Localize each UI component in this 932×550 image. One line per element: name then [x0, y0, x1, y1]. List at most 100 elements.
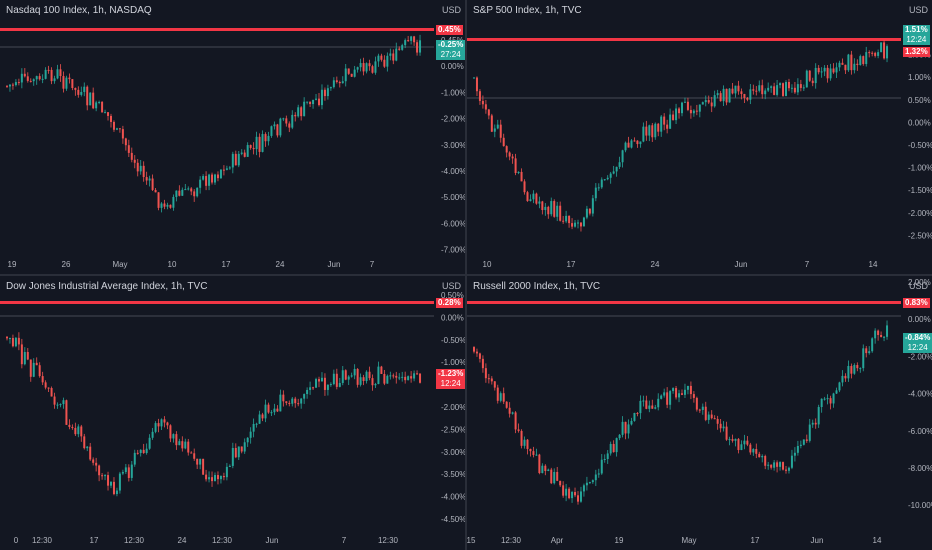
horizontal-line-drawing[interactable] [0, 301, 434, 304]
candle-body [808, 424, 811, 441]
candle-body [883, 42, 886, 59]
y-axis-label: -1.00% [441, 358, 465, 367]
candle-body [392, 53, 395, 61]
x-axis-label: 0 [14, 536, 19, 545]
candle-body [145, 177, 148, 181]
candle-body [811, 422, 814, 425]
price-tag-value: 0.83% [905, 298, 928, 307]
candle-body [47, 69, 50, 71]
candle-body [770, 464, 773, 468]
candle-body [877, 52, 880, 56]
horizontal-line-drawing[interactable] [467, 38, 901, 41]
y-axis-label: -2.00% [441, 115, 465, 124]
candle-body [826, 67, 829, 79]
candle-body [404, 40, 407, 46]
candle-body [193, 191, 196, 197]
candle-body [856, 63, 859, 66]
candle-body [258, 414, 261, 424]
candle-body [92, 459, 95, 463]
horizontal-line-drawing[interactable] [0, 28, 434, 31]
candle-body [175, 434, 178, 446]
candle-body [770, 86, 773, 88]
candle-body [219, 476, 222, 480]
candle-body [53, 396, 56, 405]
x-axis-label: Jun [266, 536, 279, 545]
candle-body [478, 91, 481, 101]
candle-body [675, 388, 678, 398]
candle-body [380, 55, 383, 60]
candle-body [306, 101, 309, 103]
candle-body [808, 70, 811, 81]
candle-body [166, 422, 169, 426]
chart-panel-russell[interactable]: 2.00% 0.00% -2.00% -4.00% -6.00% -8.00% -10.00… [467, 276, 932, 550]
candle-body [701, 406, 704, 410]
candle-body [731, 439, 734, 441]
candle-body [365, 371, 368, 381]
candle-body [752, 448, 755, 453]
candle-body [74, 427, 77, 435]
candle-body [136, 452, 139, 454]
candle-body [98, 101, 101, 103]
candle-body [323, 377, 326, 390]
candle-body [386, 375, 389, 384]
candle-body [11, 338, 14, 347]
candle-body [353, 368, 356, 376]
y-axis-label: -1.50% [908, 186, 932, 195]
candle-body [722, 426, 725, 429]
candle-body [199, 458, 202, 465]
price-tag: 1.32% [903, 47, 930, 57]
candle-body [835, 390, 838, 394]
candle-body [300, 107, 303, 117]
candle-body [862, 348, 865, 369]
candle-body [481, 358, 484, 369]
y-axis-label: -2.00% [908, 209, 932, 218]
candle-body [65, 77, 68, 89]
candle-body [689, 109, 692, 114]
y-axis-label: -4.50% [441, 515, 465, 524]
candle-body [344, 68, 347, 82]
candle-body [678, 393, 681, 398]
candle-body [184, 441, 187, 449]
horizontal-line-drawing[interactable] [467, 301, 901, 304]
candle-body [312, 387, 315, 389]
candle-body [208, 477, 211, 480]
chart-panel-nasdaq[interactable]: 0.45% 0.00% -1.00% -2.00% -3.00% -4.00% -5.00%… [0, 0, 465, 274]
candle-body [211, 174, 214, 183]
candle-body [817, 407, 820, 425]
candle-body [686, 385, 689, 390]
candle-body [196, 187, 199, 197]
candle-body [657, 398, 660, 408]
chart-panel-dow[interactable]: 0.50%0.00%-0.50%-1.00%-1.50%-2.00%-2.50%… [0, 276, 465, 550]
candle-body [154, 423, 157, 432]
candle-body [541, 465, 544, 474]
candle-body [178, 441, 181, 446]
candle-body [362, 63, 365, 72]
candle-body [618, 434, 621, 439]
candle-body [374, 384, 377, 386]
candle-body [187, 188, 190, 190]
candle-body [17, 337, 20, 345]
candle-body [517, 171, 520, 174]
candle-body [383, 59, 386, 67]
candle-body [681, 393, 683, 395]
candle-body [636, 140, 639, 145]
candle-body [553, 201, 556, 217]
candle-body [216, 475, 219, 480]
y-axis-label: 0.50% [908, 96, 931, 105]
candle-body [118, 473, 121, 491]
candle-body [782, 462, 785, 470]
candle-body [240, 152, 243, 154]
candle-body [585, 482, 588, 486]
chart-panel-sp500[interactable]: 21.50%1.00%0.50%0.00%-0.50%-1.00%-1.50%-… [467, 0, 932, 274]
candle-body [752, 89, 755, 91]
candle-body [606, 453, 609, 459]
y-axis-label: -3.00% [441, 141, 465, 150]
candle-body [303, 101, 306, 117]
y-axis-label: -8.00% [908, 464, 932, 473]
candle-body [124, 467, 127, 472]
horizontal-divider[interactable] [0, 274, 932, 276]
candle-body [267, 404, 270, 413]
candle-body [83, 86, 86, 92]
candle-body [669, 391, 672, 405]
candle-body [499, 393, 502, 401]
